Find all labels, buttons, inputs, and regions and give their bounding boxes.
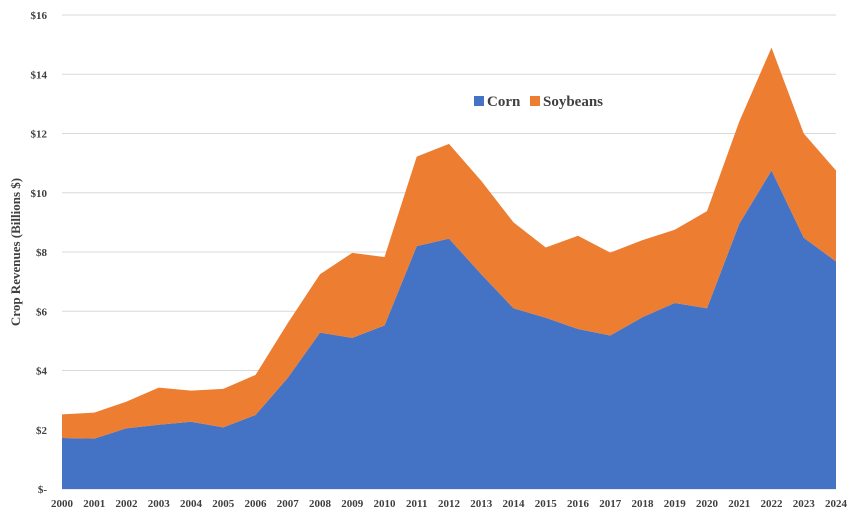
- x-tick-label: 2002: [116, 498, 139, 510]
- x-tick-label: 2014: [503, 498, 526, 510]
- y-tick-label: $14: [31, 69, 48, 81]
- x-tick-label: 2018: [632, 498, 655, 510]
- x-tick-label: 2009: [341, 498, 364, 510]
- y-tick-label: $2: [36, 425, 48, 437]
- y-axis-label: Crop Revenues (Billions $): [8, 178, 23, 326]
- x-tick-label: 2013: [470, 498, 493, 510]
- x-tick-label: 2003: [148, 498, 171, 510]
- x-tick-label: 2019: [664, 498, 687, 510]
- x-tick-label: 2012: [438, 498, 461, 510]
- legend-label-soybeans: Soybeans: [543, 94, 603, 110]
- x-tick-label: 2015: [535, 498, 558, 510]
- legend-label-corn: Corn: [487, 94, 521, 110]
- area-corn: [62, 170, 836, 489]
- y-tick-label: $-: [38, 484, 48, 496]
- y-tick-label: $4: [36, 366, 48, 378]
- y-tick-label: $12: [31, 129, 48, 141]
- area-soybeans: [62, 47, 836, 439]
- legend-swatch-soybeans: [530, 96, 540, 106]
- x-tick-label: 2020: [696, 498, 719, 510]
- x-tick-label: 2001: [83, 498, 105, 510]
- y-tick-label: $16: [31, 10, 48, 22]
- x-tick-label: 2010: [374, 498, 397, 510]
- x-tick-label: 2000: [51, 498, 74, 510]
- x-tick-label: 2024: [825, 498, 848, 510]
- y-tick-label: $6: [36, 306, 48, 318]
- x-tick-label: 2004: [180, 498, 203, 510]
- x-tick-label: 2021: [728, 498, 750, 510]
- x-tick-label: 2005: [212, 498, 235, 510]
- legend-swatch-corn: [474, 96, 484, 106]
- x-tick-label: 2017: [599, 498, 622, 510]
- x-tick-label: 2011: [406, 498, 427, 510]
- x-tick-label: 2023: [793, 498, 816, 510]
- x-tick-label: 2006: [245, 498, 268, 510]
- y-tick-label: $8: [36, 247, 48, 259]
- x-tick-label: 2022: [761, 498, 784, 510]
- y-tick-label: $10: [31, 188, 48, 200]
- legend: Corn Soybeans: [474, 94, 603, 110]
- x-tick-label: 2007: [277, 498, 300, 510]
- x-tick-label: 2008: [309, 498, 332, 510]
- y-axis-ticks: $- $2 $4 $6 $8 $10 $12 $14 $16: [31, 10, 48, 496]
- x-axis-ticks: 2000 2001 2002 2003 2004 2005 2006 2007 2008 2009…: [51, 498, 848, 510]
- x-tick-label: 2016: [567, 498, 590, 510]
- area-series: [62, 47, 836, 489]
